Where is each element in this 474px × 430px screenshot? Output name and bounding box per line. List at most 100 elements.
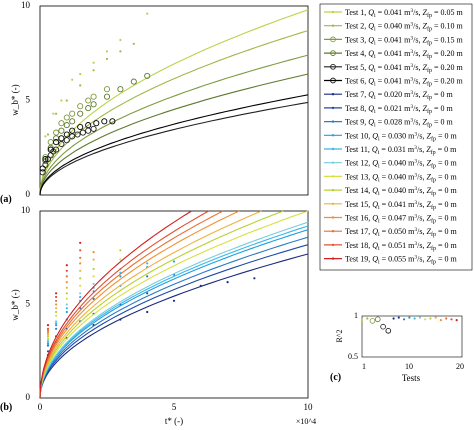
panel-a-point	[85, 127, 92, 134]
panel-c-point	[385, 327, 392, 334]
panel-a-point	[63, 131, 70, 138]
legend-label: Test 10, Qi = 0.030 m3/s, Zfp = 0 m	[345, 131, 457, 142]
panel-c-point	[418, 316, 421, 319]
panel-a-point	[90, 93, 97, 100]
panel-a-point	[130, 78, 137, 85]
panel-a-point	[58, 140, 65, 148]
panel-b-point	[79, 295, 82, 299]
panel-a-point	[74, 131, 81, 138]
legend-entry: Test 2, Qi = 0.040 m3/s, Zfp = 0.10 m	[324, 22, 463, 33]
panel-b-fit-line-7	[39, 210, 309, 399]
panel-a-point	[71, 78, 74, 81]
panel-b-point	[46, 329, 50, 332]
panel-b-ytick-10: 10	[21, 205, 31, 215]
panel-a-point	[63, 122, 70, 129]
panel-b-point	[172, 260, 176, 263]
legend: Test 1, Qi = 0.041 m3/s, Zfp = 0.05 m Tes…	[319, 3, 473, 271]
panel-a-fit-line-4	[39, 73, 309, 196]
panel-b-xtick-5: 5	[172, 402, 177, 412]
panel-b-point	[79, 284, 82, 287]
panel-b-fit-line-2	[39, 244, 309, 399]
panel-a-point	[79, 129, 86, 136]
panel-c-ytick-1: 1	[354, 311, 358, 320]
panel-c-point	[434, 316, 437, 319]
legend-marker	[330, 77, 336, 84]
panel-b-point	[119, 275, 122, 278]
legend-marker	[330, 36, 336, 43]
legend-marker	[331, 106, 335, 110]
legend-entry: Test 7, Qi = 0.020 m3/s, Zfp = 0 m	[324, 90, 453, 101]
panel-b-point	[46, 335, 50, 338]
panel-c-xlabel: Tests	[402, 373, 421, 383]
legend-marker	[331, 202, 335, 205]
panel-b-ytick-5: 5	[26, 299, 31, 309]
legend-label: Test 7, Qi = 0.020 m3/s, Zfp = 0 m	[345, 90, 453, 101]
panel-c-point	[455, 319, 458, 322]
panel-b-xtick-0: 0	[38, 402, 43, 412]
legend-entry: Test 3, Qi = 0.041 m3/s, Zfp = 0.15 m	[324, 35, 463, 46]
panel-a-fit-line-6	[39, 94, 309, 196]
panel-b-point	[55, 303, 58, 306]
panel-a-point	[55, 112, 58, 115]
panel-b-point	[92, 275, 95, 278]
panel-b-point	[55, 324, 58, 327]
legend-label: Test 11, Qi = 0.031 m3/s, Zfp = 0 m	[345, 145, 457, 156]
panel-b-point	[46, 333, 50, 336]
panel-b: (b) 10 5 0 w_b* (-) 0 5 10 t* (-) ×10^4	[0, 205, 316, 426]
panel-a-frame	[39, 5, 309, 196]
legend-entry: Test 14, Qi = 0.040 m3/s, Zfp = 0 m	[324, 186, 457, 197]
legend-label: Test 14, Qi = 0.040 m3/s, Zfp = 0 m	[345, 186, 457, 197]
panel-b-point	[199, 284, 202, 287]
panel-b-point	[46, 331, 50, 334]
panel-a-point	[79, 72, 82, 76]
panel-a-fit-line-3	[39, 54, 309, 196]
legend-entry: Test 12, Qi = 0.040 m3/s, Zfp = 0 m	[324, 159, 457, 170]
panel-c-label: (c)	[330, 372, 341, 383]
panel-a-point	[46, 133, 50, 136]
panel-a-point	[47, 139, 54, 146]
legend-marker	[331, 175, 335, 178]
panel-b-point	[46, 350, 50, 353]
panel-b-point	[55, 299, 58, 302]
panel-a-point	[58, 120, 65, 127]
panel-a-ylabel: w_b* (-)	[10, 84, 20, 115]
panel-c-point	[445, 317, 448, 320]
panel-b-ylabel: w_b* (-)	[10, 289, 20, 320]
panel-c-xtick-20: 20	[456, 362, 464, 371]
panel-a-point	[144, 72, 151, 79]
legend-label: Test 13, Qi = 0.040 m3/s, Zfp = 0 m	[345, 172, 457, 183]
panel-a-ytick-0: 0	[26, 189, 31, 199]
panel-b-point	[146, 262, 149, 265]
legend-marker	[330, 50, 336, 56]
panel-c-point	[429, 317, 432, 320]
panel-b-point	[253, 277, 256, 280]
panel-a-point	[79, 84, 82, 87]
legend-label: Test 12, Qi = 0.040 m3/s, Zfp = 0 m	[345, 159, 457, 170]
panel-a-point	[69, 133, 76, 140]
panel-b-label: (b)	[0, 402, 12, 413]
panel-b-point	[92, 282, 95, 285]
panel-a-point	[101, 118, 108, 125]
panel-c: (c) 1 0.5 R^2 1 10 20 Tests	[330, 311, 464, 383]
panel-b-fit-line-3	[39, 236, 309, 399]
panel-a-ytick-10: 10	[21, 0, 31, 10]
panel-a-point	[42, 156, 49, 163]
panel-b-ytick-0: 0	[26, 392, 31, 402]
panel-a-point	[119, 50, 122, 53]
legend-marker	[331, 93, 335, 96]
legend-marker	[331, 24, 335, 27]
panel-a-point	[92, 61, 95, 64]
panel-a-point	[44, 135, 47, 138]
legend-entry: Test 19, Qi = 0.055 m3/s, Zfp = 0 m	[324, 255, 457, 266]
legend-entry: Test 18, Qi = 0.051 m3/s, Zfp = 0 m	[324, 241, 457, 252]
panel-c-ylabel: R^2	[335, 329, 344, 342]
panel-b-fit-line-5	[39, 225, 309, 399]
panel-a-point	[77, 123, 84, 131]
panel-b-point	[92, 297, 95, 300]
legend-entry: Test 5, Qi = 0.041 m3/s, Zfp = 0.20 m	[324, 63, 463, 74]
panel-b-fit-line-9	[39, 210, 262, 399]
panel-a-point	[47, 146, 54, 153]
panel-b-point	[146, 310, 149, 314]
legend-marker	[331, 10, 335, 14]
panel-b-point	[65, 275, 68, 278]
